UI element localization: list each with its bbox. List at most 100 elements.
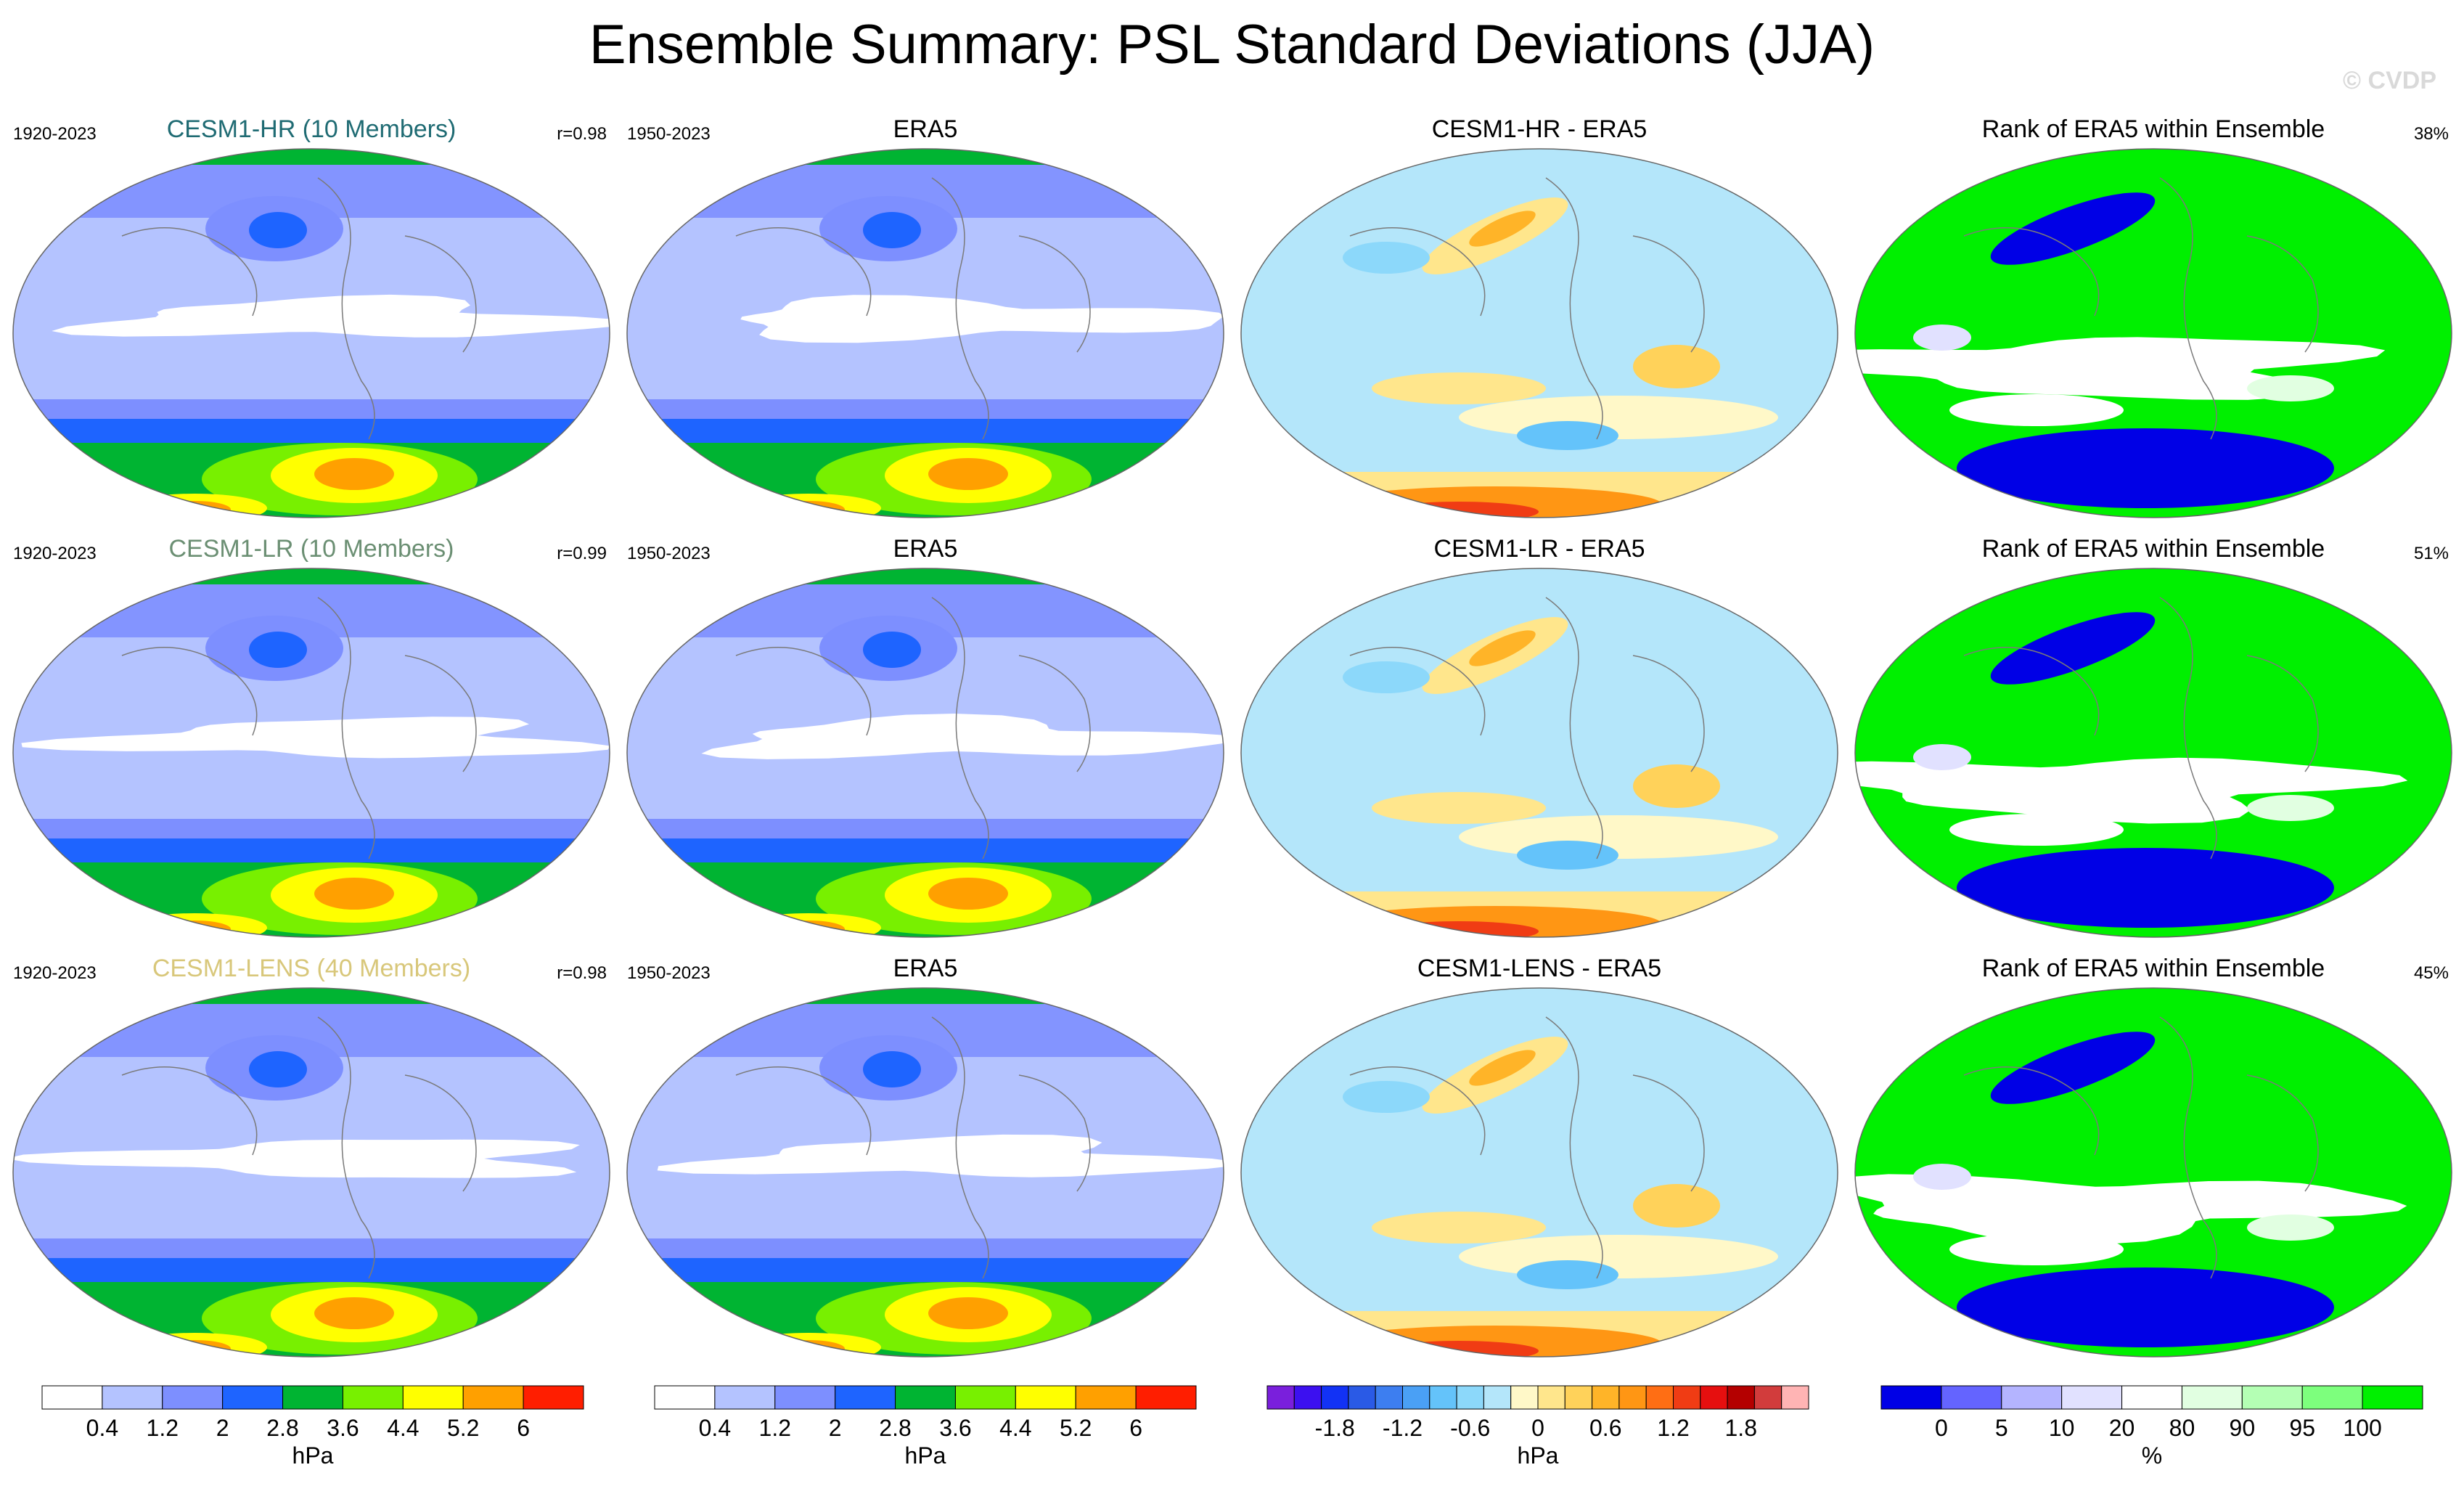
colorbar-tick: 6 [517, 1415, 530, 1441]
colorbar-3 [1266, 1385, 1809, 1410]
colorbar-tick: 2 [216, 1415, 229, 1441]
map-panel-8 [1855, 568, 2452, 937]
colorbar-2 [654, 1385, 1197, 1410]
colorbar-swatch [1753, 1385, 1782, 1410]
cvdp-watermark: © CVDP [2343, 67, 2436, 94]
colorbar-tick: 1.8 [1724, 1415, 1757, 1441]
colorbar-swatch [1618, 1385, 1647, 1410]
panel-title: CESM1-HR (10 Members) [166, 115, 457, 143]
panel-stat: r=0.99 [557, 544, 607, 563]
colorbar-swatch [1429, 1385, 1457, 1410]
colorbar-swatch [41, 1385, 103, 1410]
colorbar-swatch [1075, 1385, 1137, 1410]
colorbar-swatch [1510, 1385, 1539, 1410]
colorbar-unit: hPa [292, 1442, 334, 1469]
colorbar-tick: 0 [1531, 1415, 1544, 1441]
panel-title: CESM1-HR - ERA5 [1431, 115, 1648, 143]
panel-stat: r=0.98 [557, 124, 607, 144]
panel-period: 1950-2023 [627, 963, 711, 983]
map-panel-3 [1241, 149, 1838, 518]
colorbar-swatch [714, 1385, 776, 1410]
colorbar-tick: 0.6 [1589, 1415, 1622, 1441]
colorbar-swatch [895, 1385, 956, 1410]
colorbar-swatch [1941, 1385, 2002, 1410]
colorbar-tick: 2.8 [879, 1415, 912, 1441]
colorbar-tick: 3.6 [939, 1415, 972, 1441]
colorbar-swatch [2061, 1385, 2123, 1410]
panel-stat: 38% [2413, 124, 2449, 144]
colorbar-swatch [1483, 1385, 1512, 1410]
colorbar-4 [1880, 1385, 2423, 1410]
colorbar-swatch [1266, 1385, 1295, 1410]
colorbar-tick: -1.2 [1382, 1415, 1423, 1441]
colorbar-swatch [835, 1385, 896, 1410]
colorbar-swatch [222, 1385, 284, 1410]
colorbar-tick: 3.6 [327, 1415, 359, 1441]
map-panel-2 [627, 149, 1224, 518]
colorbar-swatch [1700, 1385, 1728, 1410]
colorbar-tick: 5.2 [446, 1415, 480, 1441]
panel-title: ERA5 [893, 535, 958, 563]
colorbar-swatch [1564, 1385, 1593, 1410]
colorbar-tick: 0.4 [698, 1415, 732, 1441]
colorbar-tick: 5 [1994, 1415, 2008, 1441]
colorbar-tick: 4.4 [999, 1415, 1032, 1441]
colorbar-tick: 5.2 [1059, 1415, 1092, 1441]
colorbar-swatch [1645, 1385, 1674, 1410]
colorbar-tick: 6 [1129, 1415, 1142, 1441]
colorbar-tick: 20 [2108, 1415, 2135, 1441]
panel-stat: r=0.98 [557, 963, 607, 983]
colorbar-tick: 2.8 [266, 1415, 299, 1441]
colorbar-swatch [774, 1385, 836, 1410]
colorbar-tick: 1.2 [1657, 1415, 1690, 1441]
colorbar-tick: 10 [2048, 1415, 2075, 1441]
panel-title: ERA5 [893, 955, 958, 982]
colorbar-tick: 4.4 [387, 1415, 419, 1441]
colorbar-tick: 95 [2289, 1415, 2316, 1441]
colorbar-swatch [1537, 1385, 1565, 1410]
colorbar-swatch [1135, 1385, 1197, 1410]
panel-title: ERA5 [893, 115, 958, 143]
map-panel-11 [1241, 988, 1838, 1357]
colorbar-swatch [282, 1385, 343, 1410]
panel-period: 1920-2023 [13, 963, 97, 983]
panel-title: CESM1-LENS (40 Members) [152, 955, 471, 982]
colorbar-tick: 1.2 [758, 1415, 791, 1441]
panel-title: Rank of ERA5 within Ensemble [1981, 115, 2325, 143]
panel-title: Rank of ERA5 within Ensemble [1981, 955, 2325, 982]
map-panel-7 [1241, 568, 1838, 937]
colorbar-1 [41, 1385, 584, 1410]
colorbar-tick: 2 [828, 1415, 842, 1441]
colorbar-swatch [1673, 1385, 1701, 1410]
colorbar-tick: -0.6 [1450, 1415, 1491, 1441]
colorbar-unit: % [2141, 1442, 2163, 1469]
colorbar-swatch [102, 1385, 163, 1410]
panel-stat: 45% [2413, 963, 2449, 983]
figure-title: Ensemble Summary: PSL Standard Deviation… [589, 14, 1875, 75]
panel-title: CESM1-LR - ERA5 [1433, 535, 1645, 563]
colorbar-swatch [1402, 1385, 1430, 1410]
colorbar-swatch [1293, 1385, 1322, 1410]
panel-period: 1950-2023 [627, 544, 711, 563]
colorbar-swatch [1727, 1385, 1755, 1410]
colorbar-tick: 0.4 [86, 1415, 119, 1441]
panel-period: 1920-2023 [13, 124, 97, 144]
colorbar-tick: 90 [2229, 1415, 2256, 1441]
map-panel-12 [1855, 988, 2452, 1357]
map-panel-10 [627, 988, 1224, 1357]
colorbar-swatch [2362, 1385, 2423, 1410]
colorbar-tick: 1.2 [146, 1415, 179, 1441]
panel-title: CESM1-LENS - ERA5 [1417, 955, 1662, 982]
panel-stat: 51% [2413, 544, 2449, 563]
panel-title: Rank of ERA5 within Ensemble [1981, 535, 2325, 563]
colorbar-swatch [1348, 1385, 1376, 1410]
colorbar-swatch [654, 1385, 716, 1410]
colorbar-swatch [1781, 1385, 1809, 1410]
colorbar-swatch [2301, 1385, 2363, 1410]
colorbar-swatch [162, 1385, 224, 1410]
colorbar-swatch [1456, 1385, 1484, 1410]
colorbar-tick: -1.8 [1314, 1415, 1355, 1441]
map-panel-4 [1855, 149, 2452, 518]
colorbar-swatch [1375, 1385, 1403, 1410]
